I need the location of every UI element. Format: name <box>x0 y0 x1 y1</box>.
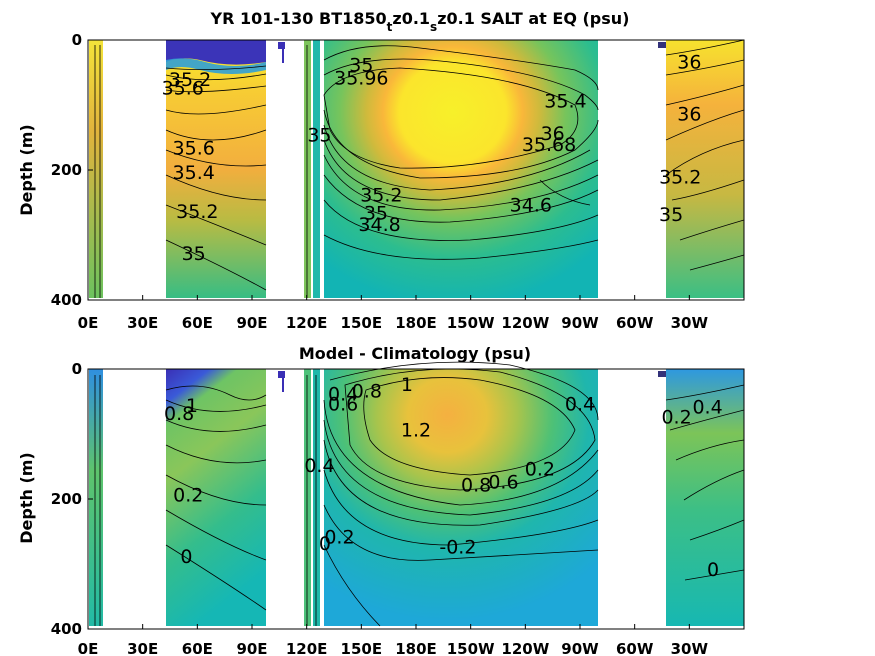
contour-label: 36 <box>677 103 701 125</box>
x-tick-label: 30W <box>671 640 709 656</box>
field-coast-bit <box>658 371 666 377</box>
x-tick-label: 30E <box>127 314 158 332</box>
y-tick-label: 200 <box>51 490 82 508</box>
x-tick-label: 120E <box>286 640 328 656</box>
bottom-difference-panel: Model - Climatology (psu) <box>17 344 744 656</box>
contour-label: 0.8 <box>461 475 491 497</box>
contour-label: 0 <box>180 546 192 568</box>
contour-label: 35.2 <box>659 166 701 188</box>
contour-label: 35.4 <box>544 90 586 112</box>
top-x-ticks: 0E 30E 60E 90E 120E 150E 180E 150W 120W 90W 60W 30W <box>78 295 709 332</box>
contour-label: 34.8 <box>358 214 400 236</box>
field-strait-1 <box>304 369 311 626</box>
contour-label: 1.2 <box>401 419 431 441</box>
contour-label: 0.2 <box>661 406 691 428</box>
x-tick-label: 90W <box>561 640 599 656</box>
x-tick-label: 180E <box>395 314 437 332</box>
contour-label: 34.6 <box>510 194 552 216</box>
contour-label: 1 <box>186 395 198 417</box>
x-tick-label: 150W <box>447 314 495 332</box>
figure: YR 101-130 BT1850tz0.1sz0.1 SALT at EQ (… <box>0 0 875 656</box>
field-island-bit <box>278 42 285 49</box>
contour-label: 1 <box>401 374 413 396</box>
top-salinity-panel: YR 101-130 BT1850tz0.1sz0.1 SALT at EQ (… <box>17 9 744 332</box>
contour-label: 0.2 <box>173 484 203 506</box>
contour-label: 36 <box>677 51 701 73</box>
field-strait-2 <box>313 40 320 298</box>
x-tick-label: 90E <box>236 314 267 332</box>
x-tick-label: 60W <box>616 314 654 332</box>
field-pacific-ocean <box>324 369 598 626</box>
x-tick-label: 120W <box>501 314 549 332</box>
field-island-stem <box>282 49 284 63</box>
y-tick-label: 400 <box>51 620 82 638</box>
x-tick-label: 180E <box>395 640 437 656</box>
x-tick-label: 150E <box>341 314 383 332</box>
field-island-stem <box>282 378 284 392</box>
field-strait-1 <box>304 40 311 298</box>
bottom-y-ticks: 0 200 400 <box>51 360 93 638</box>
field-west-africa-coast <box>89 369 103 626</box>
contour-label: 0.4 <box>565 393 595 415</box>
y-tick-label: 200 <box>51 161 82 179</box>
y-tick-label: 0 <box>72 360 82 378</box>
contour-label: 35.2 <box>169 69 211 91</box>
x-tick-label: 150W <box>447 640 495 656</box>
x-tick-label: 0E <box>78 640 99 656</box>
contour-label: 35.4 <box>173 162 215 184</box>
field-coast-bit <box>658 42 666 48</box>
x-tick-label: 30E <box>127 640 158 656</box>
contour-label: 35 <box>307 125 331 147</box>
top-panel-title: YR 101-130 BT1850tz0.1sz0.1 SALT at EQ (… <box>210 9 630 34</box>
y-tick-label: 0 <box>72 31 82 49</box>
x-tick-label: 60E <box>182 314 213 332</box>
x-tick-label: 90E <box>236 640 267 656</box>
x-tick-label: 120W <box>501 640 549 656</box>
contour-label: 35.96 <box>334 68 388 90</box>
contour-label: -0.2 <box>439 536 476 558</box>
contour-label: 35.6 <box>173 138 215 160</box>
figure-canvas: YR 101-130 BT1850tz0.1sz0.1 SALT at EQ (… <box>0 0 875 656</box>
y-tick-label: 400 <box>51 291 82 309</box>
contour-label: 0.4 <box>692 397 722 419</box>
x-tick-label: 30W <box>671 314 709 332</box>
contour-label: 0 <box>707 559 719 581</box>
x-tick-label: 120E <box>286 314 328 332</box>
x-tick-label: 0E <box>78 314 99 332</box>
x-tick-label: 90W <box>561 314 599 332</box>
field-west-africa-coast <box>89 40 103 298</box>
contour-label: 35.2 <box>176 201 218 223</box>
top-y-ticks: 0 200 400 <box>51 31 93 309</box>
x-tick-label: 150E <box>341 640 383 656</box>
contour-label: 35 <box>659 204 683 226</box>
contour-label: 0.8 <box>352 380 382 402</box>
contour-label: 0.4 <box>304 455 334 477</box>
x-tick-label: 60W <box>616 640 654 656</box>
bottom-panel-title: Model - Climatology (psu) <box>299 344 531 363</box>
contour-label: 0.6 <box>488 471 518 493</box>
top-y-axis-label: Depth (m) <box>17 124 36 216</box>
bottom-y-axis-label: Depth (m) <box>17 452 36 544</box>
contour-label: 35.68 <box>522 134 576 156</box>
contour-label: 35 <box>182 243 206 265</box>
x-tick-label: 60E <box>182 640 213 656</box>
field-island-bit <box>278 371 285 378</box>
field-strait-2 <box>313 369 320 626</box>
contour-label: 0.2 <box>324 527 354 549</box>
contour-label: 0.2 <box>525 458 555 480</box>
